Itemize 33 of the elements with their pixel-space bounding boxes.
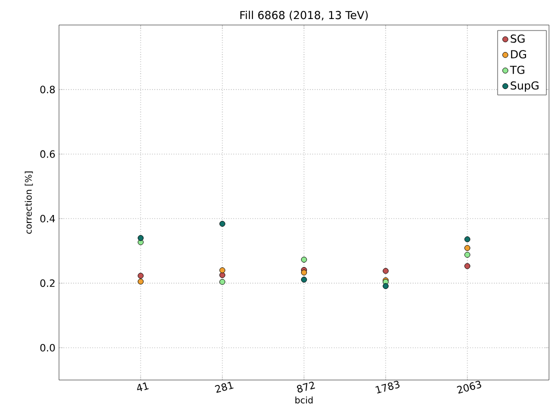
point [301,270,307,276]
point [219,272,226,278]
point [219,220,226,227]
point [464,245,470,251]
x-tick-label: 41 [137,382,149,392]
point [301,276,307,283]
y-tick-label: 0.8 [40,86,55,94]
legend-label: SG [510,34,525,43]
y-tick-label: 0.4 [40,214,55,222]
x-tick-label: 2063 [456,380,482,394]
point [219,278,226,285]
point [464,236,470,242]
y-tick-label: 0.2 [40,279,54,287]
x-tick-label: 281 [214,382,234,393]
point [464,252,470,258]
legend-label: TG [510,66,524,74]
y-tick-label: 0.0 [40,344,55,352]
point [138,272,144,279]
y-axis-title: correction [%] [24,172,33,234]
chart-title: Fill 6868 (2018, 13 TeV) [240,10,368,20]
legend-label: SupG [510,81,538,92]
legend-label: DG [511,50,526,58]
x-tick-label: 1783 [376,380,400,394]
point [219,267,226,274]
point [138,235,144,241]
x-axis-title: bcid [295,396,313,404]
point [382,268,389,274]
x-tick-label: 872 [296,382,316,392]
point [382,283,389,290]
y-tick-label: 0.6 [40,150,55,158]
point [301,256,307,263]
point [138,278,144,285]
point [464,263,470,270]
